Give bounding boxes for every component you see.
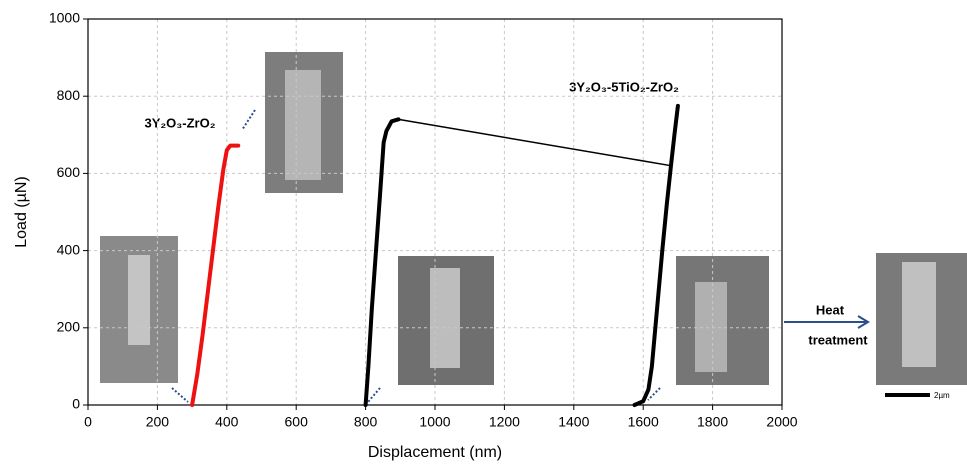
x-tick-label: 200 bbox=[146, 414, 170, 430]
annotation: Heat bbox=[816, 302, 845, 317]
pointer bbox=[367, 387, 381, 403]
y-tick-label: 600 bbox=[57, 164, 81, 180]
x-tick-label: 1800 bbox=[697, 414, 728, 430]
x-tick-label: 1600 bbox=[628, 414, 659, 430]
plot-frame bbox=[87, 18, 783, 406]
series-label: 3Y₂O₃-ZrO₂ bbox=[144, 115, 215, 130]
arrow-head bbox=[857, 315, 870, 329]
x-tick-label: 400 bbox=[215, 414, 239, 430]
x-axis-title: Displacement (nm) bbox=[368, 444, 502, 461]
y-tick-label: 0 bbox=[72, 396, 80, 412]
sem-pillar bbox=[285, 70, 321, 180]
sem-pillar bbox=[128, 255, 150, 345]
series-line bbox=[190, 143, 241, 407]
x-tick-label: 1000 bbox=[419, 414, 450, 430]
pointer bbox=[647, 387, 661, 401]
annotation: treatment bbox=[808, 332, 868, 347]
series-connector bbox=[398, 118, 672, 167]
y-tick-label: 200 bbox=[57, 319, 81, 335]
pointer bbox=[241, 109, 256, 131]
y-tick-label: 800 bbox=[57, 87, 81, 103]
annotation: 2µm bbox=[934, 391, 950, 400]
y-tick-label: 1000 bbox=[49, 10, 80, 26]
series-label: 3Y₂O₃-5TiO₂-ZrO₂ bbox=[569, 79, 679, 94]
sem-pillar bbox=[902, 262, 936, 367]
x-tick-label: 2000 bbox=[766, 414, 797, 430]
series-line bbox=[363, 117, 401, 407]
sem-pillar bbox=[695, 282, 727, 372]
x-tick-label: 0 bbox=[84, 414, 92, 430]
x-tick-label: 600 bbox=[285, 414, 309, 430]
y-tick-label: 400 bbox=[57, 241, 81, 257]
heat-arrow bbox=[784, 315, 870, 329]
pointer-arrows bbox=[171, 109, 661, 403]
x-tick-label: 1200 bbox=[489, 414, 520, 430]
scale-bar bbox=[885, 393, 930, 397]
y-axis-title: Load (µN) bbox=[13, 176, 30, 247]
pointer bbox=[171, 387, 189, 403]
x-tick-label: 800 bbox=[354, 414, 378, 430]
x-tick-label: 1400 bbox=[558, 414, 589, 430]
series-line bbox=[632, 103, 680, 407]
